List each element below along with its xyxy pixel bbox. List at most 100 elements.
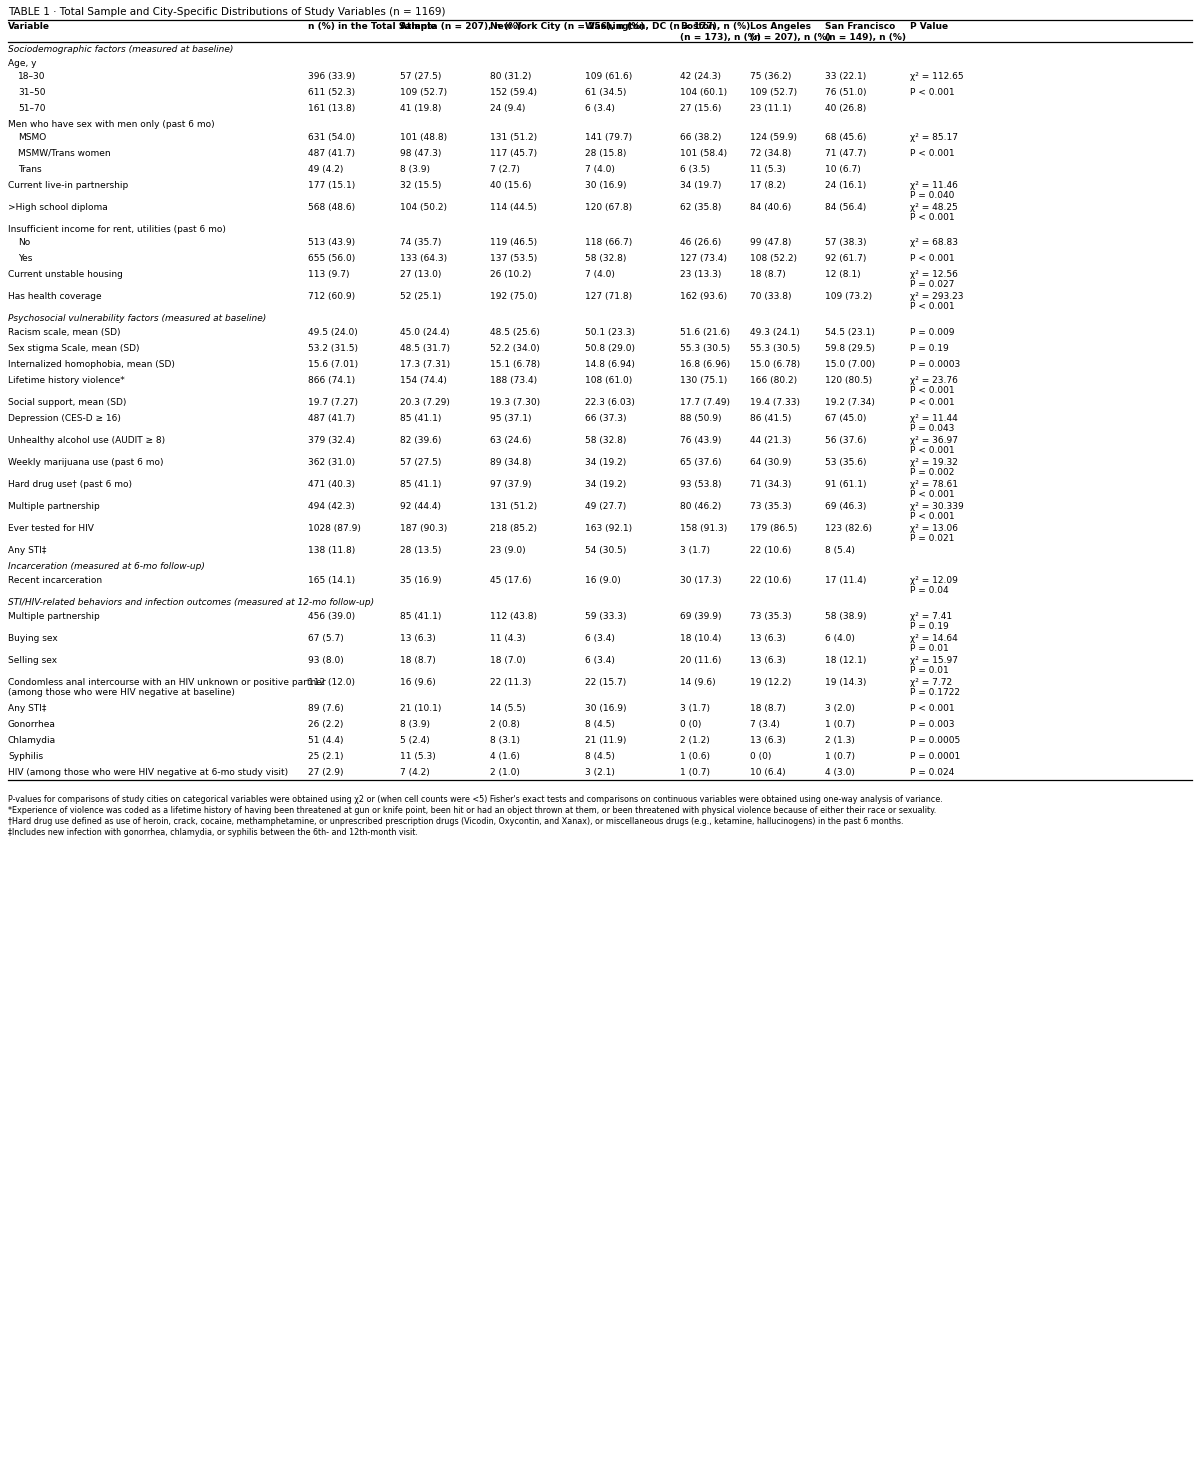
Text: 7 (4.2): 7 (4.2) [400,768,430,776]
Text: 80 (46.2): 80 (46.2) [680,502,721,511]
Text: 34 (19.2): 34 (19.2) [586,459,626,467]
Text: 51–70: 51–70 [18,104,46,113]
Text: 124 (59.9): 124 (59.9) [750,133,797,142]
Text: 1 (0.7): 1 (0.7) [826,752,854,760]
Text: Lifetime history violence*: Lifetime history violence* [8,377,125,385]
Text: New York City (n = 256), n (%): New York City (n = 256), n (%) [490,22,644,31]
Text: 58 (38.9): 58 (38.9) [826,612,866,621]
Text: 161 (13.8): 161 (13.8) [308,104,355,113]
Text: 130 (75.1): 130 (75.1) [680,377,727,385]
Text: 152 (59.4): 152 (59.4) [490,88,538,97]
Text: 63 (24.6): 63 (24.6) [490,437,532,445]
Text: χ² = 19.32
P = 0.002: χ² = 19.32 P = 0.002 [910,459,958,478]
Text: P = 0.0001: P = 0.0001 [910,752,960,760]
Text: 89 (34.8): 89 (34.8) [490,459,532,467]
Text: χ² = 48.25
P < 0.001: χ² = 48.25 P < 0.001 [910,204,958,223]
Text: Social support, mean (SD): Social support, mean (SD) [8,398,126,407]
Text: Incarceration (measured at 6-mo follow-up): Incarceration (measured at 6-mo follow-u… [8,563,205,571]
Text: P < 0.001: P < 0.001 [910,705,955,713]
Text: 68 (45.6): 68 (45.6) [826,133,866,142]
Text: Has health coverage: Has health coverage [8,292,102,300]
Text: 22 (11.3): 22 (11.3) [490,678,532,687]
Text: 120 (67.8): 120 (67.8) [586,204,632,212]
Text: ‡Includes new infection with gonorrhea, chlamydia, or syphilis between the 6th- : ‡Includes new infection with gonorrhea, … [8,828,418,837]
Text: 10 (6.4): 10 (6.4) [750,768,786,776]
Text: 188 (73.4): 188 (73.4) [490,377,538,385]
Text: 22 (10.6): 22 (10.6) [750,576,791,585]
Text: 8 (3.9): 8 (3.9) [400,166,430,174]
Text: 16 (9.6): 16 (9.6) [400,678,436,687]
Text: MSMO: MSMO [18,133,47,142]
Text: Buying sex: Buying sex [8,634,58,643]
Text: 16.8 (6.96): 16.8 (6.96) [680,360,730,369]
Text: 22 (15.7): 22 (15.7) [586,678,626,687]
Text: 11 (5.3): 11 (5.3) [750,166,786,174]
Text: 3 (1.7): 3 (1.7) [680,546,710,555]
Text: 34 (19.2): 34 (19.2) [586,481,626,489]
Text: 40 (26.8): 40 (26.8) [826,104,866,113]
Text: 109 (73.2): 109 (73.2) [826,292,872,300]
Text: 59.8 (29.5): 59.8 (29.5) [826,344,875,353]
Text: 45.0 (24.4): 45.0 (24.4) [400,328,450,337]
Text: Trans: Trans [18,166,42,174]
Text: 112 (43.8): 112 (43.8) [490,612,538,621]
Text: 35 (16.9): 35 (16.9) [400,576,442,585]
Text: Weekly marijuana use (past 6 mo): Weekly marijuana use (past 6 mo) [8,459,163,467]
Text: 1 (0.6): 1 (0.6) [680,752,710,760]
Text: 49.3 (24.1): 49.3 (24.1) [750,328,799,337]
Text: 101 (48.8): 101 (48.8) [400,133,448,142]
Text: 32 (15.5): 32 (15.5) [400,182,442,190]
Text: 123 (82.6): 123 (82.6) [826,524,872,533]
Text: 456 (39.0): 456 (39.0) [308,612,355,621]
Text: Current live-in partnership: Current live-in partnership [8,182,128,190]
Text: 50.1 (23.3): 50.1 (23.3) [586,328,635,337]
Text: 33 (22.1): 33 (22.1) [826,72,866,81]
Text: χ² = 293.23
P < 0.001: χ² = 293.23 P < 0.001 [910,292,964,312]
Text: 1028 (87.9): 1028 (87.9) [308,524,361,533]
Text: 71 (34.3): 71 (34.3) [750,481,791,489]
Text: 23 (11.1): 23 (11.1) [750,104,791,113]
Text: 26 (10.2): 26 (10.2) [490,270,532,278]
Text: 19.4 (7.33): 19.4 (7.33) [750,398,800,407]
Text: 109 (52.7): 109 (52.7) [750,88,797,97]
Text: 396 (33.9): 396 (33.9) [308,72,355,81]
Text: 45 (17.6): 45 (17.6) [490,576,532,585]
Text: 49.5 (24.0): 49.5 (24.0) [308,328,358,337]
Text: 93 (8.0): 93 (8.0) [308,656,343,665]
Text: n (%) in the Total Sample: n (%) in the Total Sample [308,22,437,31]
Text: χ² = 13.06
P = 0.021: χ² = 13.06 P = 0.021 [910,524,958,544]
Text: 23 (9.0): 23 (9.0) [490,546,526,555]
Text: 18 (12.1): 18 (12.1) [826,656,866,665]
Text: 76 (51.0): 76 (51.0) [826,88,866,97]
Text: 2 (1.2): 2 (1.2) [680,735,709,746]
Text: 118 (66.7): 118 (66.7) [586,237,632,248]
Text: 362 (31.0): 362 (31.0) [308,459,355,467]
Text: 7 (4.0): 7 (4.0) [586,166,614,174]
Text: 8 (3.9): 8 (3.9) [400,719,430,730]
Text: 19.2 (7.34): 19.2 (7.34) [826,398,875,407]
Text: 20 (11.6): 20 (11.6) [680,656,721,665]
Text: Unhealthy alcohol use (AUDIT ≥ 8): Unhealthy alcohol use (AUDIT ≥ 8) [8,437,166,445]
Text: χ² = 11.46
P = 0.040: χ² = 11.46 P = 0.040 [910,182,958,201]
Text: 112 (12.0): 112 (12.0) [308,678,355,687]
Text: χ² = 36.97
P < 0.001: χ² = 36.97 P < 0.001 [910,437,958,456]
Text: 24 (9.4): 24 (9.4) [490,104,526,113]
Text: 17 (11.4): 17 (11.4) [826,576,866,585]
Text: 49 (4.2): 49 (4.2) [308,166,343,174]
Text: 53 (35.6): 53 (35.6) [826,459,866,467]
Text: Yes: Yes [18,253,32,264]
Text: 3 (2.1): 3 (2.1) [586,768,614,776]
Text: 4 (1.6): 4 (1.6) [490,752,520,760]
Text: 177 (15.1): 177 (15.1) [308,182,355,190]
Text: Chlamydia: Chlamydia [8,735,56,746]
Text: Racism scale, mean (SD): Racism scale, mean (SD) [8,328,120,337]
Text: 17.7 (7.49): 17.7 (7.49) [680,398,730,407]
Text: 54.5 (23.1): 54.5 (23.1) [826,328,875,337]
Text: P = 0.009: P = 0.009 [910,328,954,337]
Text: 114 (44.5): 114 (44.5) [490,204,536,212]
Text: 104 (50.2): 104 (50.2) [400,204,446,212]
Text: 72 (34.8): 72 (34.8) [750,149,791,158]
Text: P < 0.001: P < 0.001 [910,88,955,97]
Text: Men who have sex with men only (past 6 mo): Men who have sex with men only (past 6 m… [8,120,215,129]
Text: Age, y: Age, y [8,59,36,67]
